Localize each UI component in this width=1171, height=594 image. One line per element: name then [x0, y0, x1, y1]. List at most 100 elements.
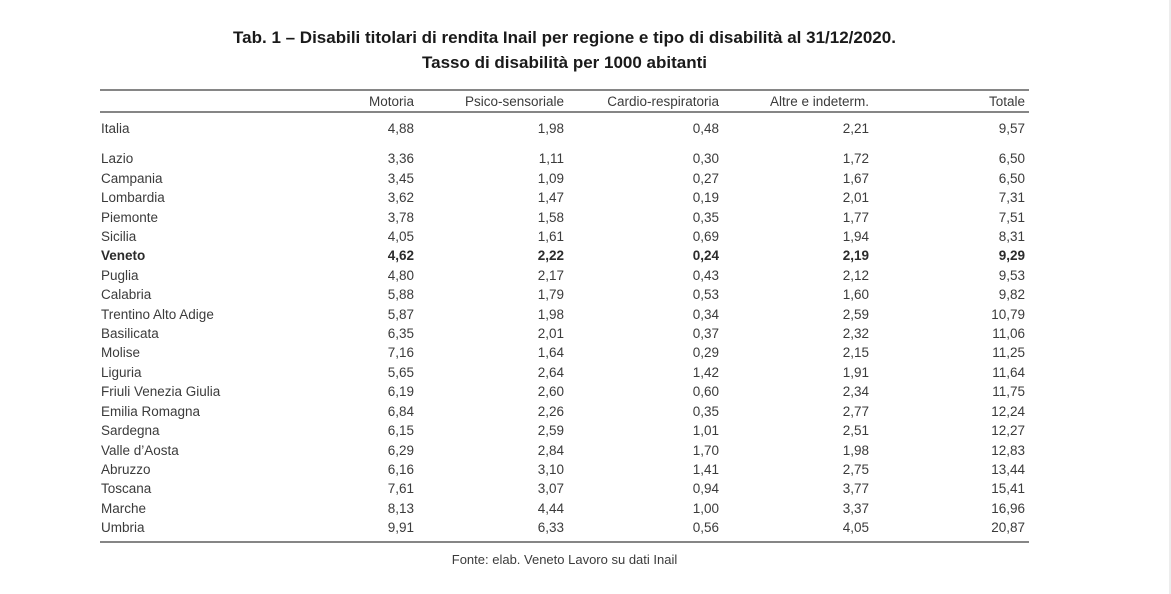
value-cell: 11,75: [992, 384, 1025, 400]
value-cell: 7,51: [998, 209, 1025, 225]
table-row: Lazio 3,36 1,11 0,30 1,72 6,50: [100, 149, 1029, 168]
value-cell: 0,35: [692, 403, 719, 419]
value-cell: 1,70: [692, 442, 719, 458]
value-cell: 2,64: [537, 364, 564, 380]
value-cell: 3,36: [387, 151, 414, 167]
table-row: Italia 4,88 1,98 0,48 2,21 9,57: [100, 112, 1029, 149]
region-label: Lazio: [101, 151, 134, 167]
table-row: Abruzzo 6,16 3,10 1,41 2,75 13,44: [100, 460, 1029, 479]
value-cell: 4,88: [387, 121, 414, 136]
value-cell: 4,05: [387, 229, 414, 245]
value-cell: 2,01: [537, 326, 564, 342]
value-cell: 6,35: [387, 326, 414, 342]
value-cell: 12,24: [991, 403, 1025, 419]
value-cell: 9,57: [998, 121, 1025, 136]
table-row: Veneto 4,62 2,22 0,24 2,19 9,29: [100, 246, 1029, 265]
value-cell: 5,88: [387, 287, 414, 303]
table-row: Piemonte 3,78 1,58 0,35 1,77 7,51: [100, 208, 1029, 227]
table-row: Sardegna 6,15 2,59 1,01 2,51 12,27: [100, 421, 1029, 440]
value-cell: 0,60: [692, 384, 719, 400]
table-row: Lombardia 3,62 1,47 0,19 2,01 7,31: [100, 188, 1029, 207]
region-label: Trentino Alto Adige: [101, 306, 214, 322]
value-cell: 9,82: [998, 287, 1025, 303]
value-cell: 1,72: [842, 151, 869, 167]
value-cell: 11,64: [992, 364, 1025, 380]
value-cell: 2,32: [842, 326, 869, 342]
value-cell: 1,47: [537, 190, 564, 206]
value-cell: 1,67: [842, 170, 869, 186]
region-label: Marche: [101, 500, 147, 516]
value-cell: 9,91: [387, 520, 414, 536]
value-cell: 3,07: [537, 481, 564, 497]
value-cell: 0,34: [692, 306, 719, 322]
value-cell: 1,98: [537, 121, 564, 136]
value-cell: 5,87: [387, 306, 414, 322]
value-cell: 0,53: [692, 287, 719, 303]
table-row: Sicilia 4,05 1,61 0,69 1,94 8,31: [100, 227, 1029, 246]
value-cell: 0,30: [692, 151, 719, 167]
table-title-line-2: Tasso di disabilità per 1000 abitanti: [422, 53, 707, 72]
region-label: Calabria: [101, 287, 152, 303]
value-cell: 6,16: [387, 461, 414, 477]
value-cell: 12,27: [991, 423, 1025, 439]
value-cell: 6,19: [387, 384, 414, 400]
value-cell: 13,44: [991, 461, 1025, 477]
value-cell: 16,96: [991, 500, 1025, 516]
value-cell: 4,62: [387, 248, 414, 264]
value-cell: 2,84: [537, 442, 564, 458]
region-label: Toscana: [101, 481, 152, 497]
column-header-region: [100, 90, 340, 113]
region-label: Sardegna: [101, 423, 160, 439]
table-row: Marche 8,13 4,44 1,00 3,37 16,96: [100, 499, 1029, 518]
region-label: Veneto: [101, 248, 146, 264]
value-cell: 11,06: [992, 326, 1025, 342]
value-cell: 2,26: [537, 403, 564, 419]
value-cell: 2,34: [842, 384, 869, 400]
value-cell: 3,78: [387, 209, 414, 225]
value-cell: 6,50: [998, 151, 1025, 167]
region-label: Campania: [101, 170, 163, 186]
value-cell: 10,79: [991, 306, 1025, 322]
value-cell: 9,53: [998, 267, 1025, 283]
region-label: Sicilia: [101, 229, 137, 245]
value-cell: 0,48: [692, 121, 719, 136]
value-cell: 11,25: [992, 345, 1025, 361]
value-cell: 3,37: [842, 500, 869, 516]
value-cell: 2,59: [842, 306, 869, 322]
value-cell: 1,42: [692, 364, 719, 380]
value-cell: 3,77: [842, 481, 869, 497]
table-row: Trentino Alto Adige 5,87 1,98 0,34 2,59 10,79: [100, 305, 1029, 324]
table-title-line-1: Tab. 1 – Disabili titolari di rendita In…: [233, 28, 896, 47]
value-cell: 2,01: [842, 190, 869, 206]
region-label: Liguria: [101, 364, 142, 380]
table-row: Friuli Venezia Giulia 6,19 2,60 0,60 2,34 11,…: [100, 382, 1029, 401]
table-row: Campania 3,45 1,09 0,27 1,67 6,50: [100, 169, 1029, 188]
value-cell: 2,75: [842, 461, 869, 477]
value-cell: 0,24: [692, 248, 719, 264]
value-cell: 9,29: [998, 248, 1025, 264]
value-cell: 4,80: [387, 267, 414, 283]
value-cell: 15,41: [991, 481, 1025, 497]
value-cell: 0,94: [692, 481, 719, 497]
value-cell: 2,22: [537, 248, 564, 264]
value-cell: 1,11: [538, 151, 564, 167]
value-cell: 2,51: [842, 423, 869, 439]
value-cell: 1,61: [537, 229, 564, 245]
region-label: Emilia Romagna: [101, 403, 201, 419]
table-row: Emilia Romagna 6,84 2,26 0,35 2,77 12,24: [100, 402, 1029, 421]
table-body: Italia 4,88 1,98 0,48 2,21 9,57 Lazio 3,36 1,11 0…: [100, 112, 1029, 542]
value-cell: 7,61: [387, 481, 414, 497]
value-cell: 12,83: [991, 442, 1025, 458]
value-cell: 8,31: [998, 229, 1025, 245]
value-cell: 1,64: [537, 345, 564, 361]
column-header-motoria: Motoria: [340, 90, 418, 113]
value-cell: 7,31: [998, 190, 1025, 206]
value-cell: 1,09: [537, 170, 564, 186]
value-cell: 0,19: [692, 190, 719, 206]
value-cell: 2,12: [842, 267, 869, 283]
table-block: Tab. 1 – Disabili titolari di rendita In…: [100, 25, 1029, 568]
region-label: Piemonte: [101, 209, 159, 225]
column-header-totale: Totale: [873, 90, 1029, 113]
region-label: Italia: [101, 121, 130, 136]
